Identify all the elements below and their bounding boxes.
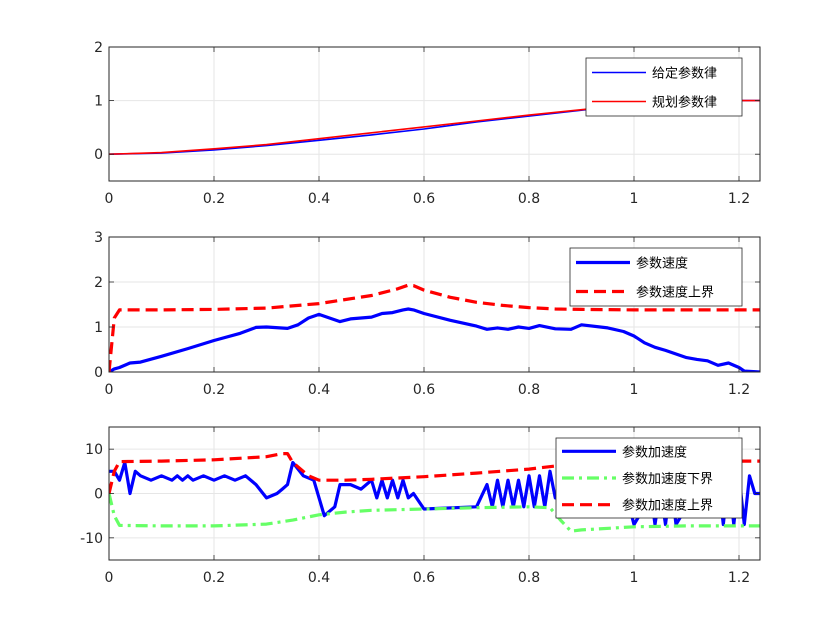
- x-tick-label: 1: [630, 382, 639, 398]
- legend-entry: 给定参数律: [652, 66, 717, 82]
- series-line-2: [109, 493, 760, 533]
- y-tick-label: 3: [94, 230, 103, 246]
- y-tick-label: 2: [94, 275, 103, 291]
- x-tick-label: 0.6: [413, 570, 435, 586]
- x-tick-label: 0.8: [518, 382, 540, 398]
- x-tick-label: 1: [630, 570, 639, 586]
- x-tick-label: 0.4: [308, 570, 330, 586]
- x-tick-label: 1.2: [728, 191, 750, 207]
- legend-box: [569, 247, 743, 307]
- series-line-1: [109, 307, 760, 372]
- axes-frame: [108, 236, 761, 373]
- plot-3-acceleration: 0 0.2 0.4 0.6 0.8 1 1.2 -10 0 10 参数加速度参数加速度下界参数加速度…: [80, 426, 761, 586]
- legend-entry: 参数速度上界: [636, 285, 714, 301]
- legend-entry: 规划参数律: [652, 95, 717, 111]
- legend-entry: 参数加速度: [622, 444, 687, 460]
- y-tick-label: 0: [94, 147, 103, 163]
- y-tick-label: 0: [94, 365, 103, 381]
- axes-frame: [108, 426, 761, 561]
- x-tick-label: 0.8: [518, 191, 540, 207]
- y-tick-label: -10: [80, 531, 103, 547]
- x-tick-label: 0: [105, 191, 114, 207]
- x-tick-label: 0.2: [203, 570, 225, 586]
- series-line-2: [109, 283, 760, 372]
- x-tick-label: 0: [105, 382, 114, 398]
- x-tick-label: 0.2: [203, 191, 225, 207]
- legend-box: [585, 57, 743, 117]
- x-tick-label: 0.6: [413, 191, 435, 207]
- y-tick-label: 1: [94, 320, 103, 336]
- x-tick-label: 1.2: [728, 382, 750, 398]
- x-tick-label: 0.4: [308, 191, 330, 207]
- x-tick-label: 0.8: [518, 570, 540, 586]
- x-tick-label: 0: [105, 570, 114, 586]
- legend-entry: 参数速度: [636, 256, 688, 272]
- x-tick-label: 0.4: [308, 382, 330, 398]
- y-tick-label: 10: [85, 442, 103, 458]
- x-tick-label: 0.2: [203, 382, 225, 398]
- series-line-3: [109, 452, 760, 494]
- y-tick-label: 2: [94, 40, 103, 56]
- x-tick-label: 0.6: [413, 382, 435, 398]
- legend-entry: 参数加速度上界: [622, 498, 713, 514]
- axes-frame: [108, 46, 761, 182]
- legend-entry: 参数加速度下界: [622, 471, 713, 487]
- y-tick-label: 0: [94, 487, 103, 503]
- y-tick-label: 1: [94, 94, 103, 110]
- x-tick-label: 1: [630, 191, 639, 207]
- x-tick-label: 1.2: [728, 570, 750, 586]
